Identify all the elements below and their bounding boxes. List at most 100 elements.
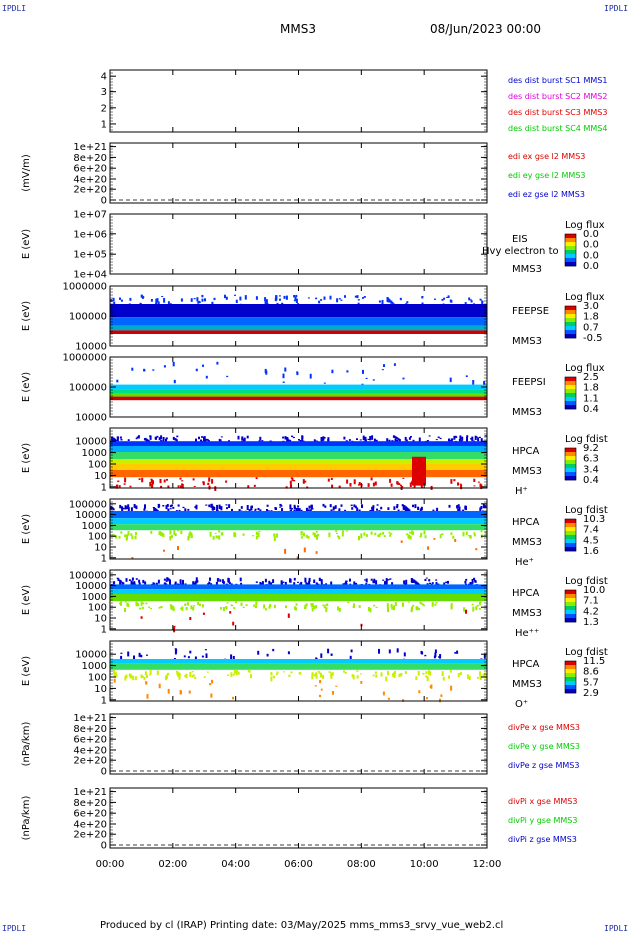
legend-entry: edi ez gse l2 MMS3 [508, 190, 585, 199]
colorbar-label: 0.0 [583, 240, 599, 251]
panel-eis: 1e+07 1e+06 1e+05 1e+04 E (eV) EIS MMS3 Hvy ele… [21, 210, 605, 281]
ytick-label: 1 [101, 482, 107, 493]
colorbar-label: 3.4 [583, 464, 599, 475]
ytick-label: 1000 [82, 521, 107, 532]
colorbar-label: 4.2 [583, 606, 599, 617]
side-label: FEEPSE [512, 306, 549, 317]
colorbar-label: 0.0 [583, 261, 599, 272]
side-label: MMS3 [512, 608, 542, 619]
ytick-label: 8e+20 [73, 798, 107, 809]
ytick-label: 10 [94, 543, 107, 554]
ytick-label: 10000 [75, 510, 107, 521]
colorbar-label: 0.7 [583, 322, 599, 333]
heatmap-feepsi [110, 361, 487, 401]
panel-feepsi: 1000000 100000 10000 E (eV) FEEPSI MMS3 Log fl… [21, 353, 605, 424]
xtick-label: 06:00 [284, 859, 313, 870]
side-label: O⁺ [515, 699, 528, 710]
ytick-label: 10 [94, 614, 107, 625]
ylabel-hpca-o: E (eV) [21, 656, 32, 686]
ytick-label: 2e+20 [73, 185, 107, 196]
side-label: HPCA [512, 588, 540, 599]
corner-mark-top-right: IPDLI [604, 4, 629, 13]
corner-mark-bottom-left: IPDLI [2, 924, 27, 933]
ytick-label: 0 [101, 841, 107, 852]
side-label: EIS [512, 234, 528, 245]
ylabel-divpe: (nPa/km) [21, 722, 32, 767]
ytick-label: 100000 [69, 499, 107, 510]
legend-entry: edi ey gse l2 MMS3 [508, 171, 586, 180]
side-label: HPCA [512, 659, 540, 670]
colorbar-label: 10.0 [583, 585, 605, 596]
colorbar-label: 0.0 [583, 229, 599, 240]
ytick-label: 2e+20 [73, 830, 107, 841]
colorbar-label: 4.5 [583, 535, 599, 546]
ytick-label: 10000 [75, 413, 107, 424]
ylabel-divpi: (nPa/km) [21, 796, 32, 841]
xtick-label: 02:00 [158, 859, 187, 870]
xtick-label: 00:00 [96, 859, 125, 870]
ytick-label: 1e+21 [73, 713, 107, 724]
ytick-label: 1000 [82, 592, 107, 603]
corner-mark-top-left: IPDLI [2, 4, 27, 13]
colorbar-label: 6.3 [583, 454, 599, 465]
colorbar-label: 0.4 [583, 404, 599, 415]
ytick-label: 100000 [69, 312, 107, 323]
ytick-label: 10000 [75, 437, 107, 448]
heatmap-feepse [110, 294, 487, 334]
overlay-label: Hvy electron to [482, 246, 559, 257]
ytick-label: 100 [88, 673, 107, 684]
colorbar-label: 2.5 [583, 372, 599, 383]
ylabel-eis: E (eV) [21, 229, 32, 259]
legend-entry: divPi y gse MMS3 [508, 816, 577, 825]
ylabel-feepse: E (eV) [21, 301, 32, 331]
panel-des-dist: 4 3 2 1 des dist burst SC1 MMS1 des dist burs… [101, 69, 607, 133]
spacecraft-title: MMS3 [280, 22, 316, 36]
side-label: HPCA [512, 517, 540, 528]
colorbar-label: 9.2 [583, 443, 599, 454]
legend-entry: divPe x gse MMS3 [508, 723, 580, 732]
ytick-label: 6e+20 [73, 164, 107, 175]
heatmap-hpca-h [110, 435, 487, 491]
ytick-label: 100000 [69, 570, 107, 581]
ytick-label: 3 [101, 87, 107, 98]
colorbar-label: 2.9 [583, 688, 599, 699]
colorbar-label: 10.3 [583, 514, 605, 525]
legend-entry: edi ex gse l2 MMS3 [508, 152, 585, 161]
ytick-label: 1e+21 [73, 787, 107, 798]
side-label: H⁺ [515, 486, 528, 497]
colorbar-title: Log fdist [565, 434, 608, 445]
ytick-label: 1e+04 [73, 270, 107, 281]
legend-entry: des dist burst SC4 MMS4 [508, 124, 607, 133]
xtick-label: 12:00 [473, 859, 502, 870]
side-label: MMS3 [512, 264, 542, 275]
ytick-label: 100000 [69, 383, 107, 394]
xtick-label: 08:00 [347, 859, 376, 870]
colorbar-label: 7.1 [583, 596, 599, 607]
colorbar-label: 11.5 [583, 656, 605, 667]
legend-entry: des dist burst SC2 MMS2 [508, 92, 607, 101]
ytick-label: 1000000 [62, 353, 107, 364]
ytick-label: 6e+20 [73, 809, 107, 820]
ytick-label: 2 [101, 103, 107, 114]
ytick-label: 1 [101, 119, 107, 130]
side-label: MMS3 [512, 679, 542, 690]
colorbar-label: 5.7 [583, 677, 599, 688]
legend-entry: divPi x gse MMS3 [508, 797, 577, 806]
colorbar-title: Log flux [565, 363, 605, 374]
ytick-label: 2e+20 [73, 756, 107, 767]
ylabel-hpca-h: E (eV) [21, 443, 32, 473]
xtick-label: 10:00 [410, 859, 439, 870]
ytick-label: 4 [101, 72, 107, 83]
colorbar-label: 1.1 [583, 393, 599, 404]
ytick-label: 100 [88, 460, 107, 471]
colorbar-label: 0.4 [583, 475, 599, 486]
heatmap-hpca-he [110, 503, 487, 560]
ytick-label: 0 [101, 767, 107, 778]
colorbar-title: Log flux [565, 220, 605, 231]
ylabel-hpca-he: E (eV) [21, 514, 32, 544]
ytick-label: 1000 [82, 661, 107, 672]
